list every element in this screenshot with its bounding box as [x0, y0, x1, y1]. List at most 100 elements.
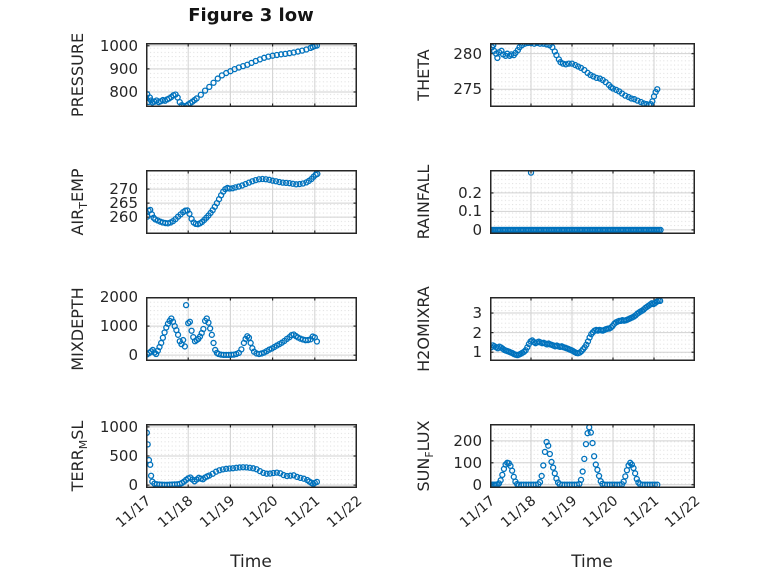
y-tick-label: 2 [472, 323, 482, 342]
data-marker [508, 467, 516, 474]
data-marker [628, 95, 635, 102]
y-tick-label: 200 [453, 431, 482, 450]
x-axis-label-right: Time [571, 552, 613, 572]
x-axis-label-left: Time [230, 552, 272, 572]
data-marker [146, 441, 151, 448]
data-marker [590, 453, 598, 460]
data-marker [239, 182, 246, 189]
data-marker [289, 180, 297, 187]
data-marker [279, 179, 286, 186]
data-marker [182, 301, 190, 309]
y-tick-label: 0 [128, 476, 138, 495]
data-marker [546, 450, 554, 458]
data-marker [577, 476, 585, 484]
data-marker [581, 455, 588, 462]
data-marker [147, 472, 155, 479]
data-marker [252, 176, 259, 184]
data-marker [286, 50, 293, 57]
data-marker [242, 180, 249, 188]
data-marker [297, 474, 304, 482]
data-marker [538, 472, 545, 480]
subplot-terr_msl-plot-area [146, 424, 357, 488]
data-marker [239, 464, 247, 471]
data-marker [594, 466, 601, 473]
data-marker [280, 471, 287, 479]
data-marker [536, 478, 544, 486]
data-marker [152, 350, 160, 358]
data-marker [541, 448, 549, 455]
data-marker [186, 318, 194, 325]
y-tick-label: 0 [472, 220, 482, 239]
data-marker [622, 473, 629, 480]
data-marker [590, 73, 597, 80]
y-tick-label: 2000 [99, 288, 138, 306]
data-marker [179, 336, 187, 344]
data-marker [236, 464, 243, 471]
data-marker [197, 91, 205, 98]
y-tick-label: 500 [109, 447, 138, 465]
data-marker [589, 439, 596, 447]
data-marker [193, 95, 200, 102]
data-marker [654, 86, 661, 93]
data-marker [568, 60, 576, 67]
y-tick-label: 275 [453, 80, 482, 99]
data-marker [168, 315, 175, 322]
data-marker [548, 458, 555, 466]
data-marker [586, 334, 593, 341]
data-marker [146, 95, 150, 102]
data-marker [593, 74, 600, 81]
data-marker [499, 471, 506, 478]
data-marker [282, 179, 290, 187]
data-marker [238, 346, 245, 353]
data-marker [587, 429, 595, 436]
data-marker [545, 442, 552, 449]
data-marker [181, 343, 188, 350]
data-marker [495, 480, 503, 487]
data-marker [282, 50, 289, 58]
data-marker [270, 469, 277, 477]
data-marker [276, 178, 283, 186]
y-tick-label: 1000 [99, 36, 138, 55]
data-marker [497, 477, 504, 484]
y-tick-label: 0 [128, 346, 138, 365]
data-marker [259, 175, 266, 183]
data-marker [290, 472, 297, 479]
data-marker [549, 464, 557, 471]
data-marker [540, 462, 547, 469]
data-marker [518, 43, 526, 49]
data-marker [296, 180, 303, 188]
data-marker [607, 324, 615, 331]
data-marker [249, 178, 256, 185]
y-tick-label: 3 [472, 304, 482, 323]
data-marker [245, 334, 253, 341]
data-marker [269, 177, 276, 184]
data-marker [216, 467, 223, 474]
subplot-rainfall-plot-area [490, 170, 695, 234]
data-marker [229, 185, 236, 192]
data-marker [212, 468, 220, 475]
data-marker [287, 472, 294, 479]
data-marker [255, 176, 263, 183]
data-marker [159, 334, 167, 341]
data-marker [272, 178, 280, 185]
data-marker [300, 475, 307, 482]
data-marker [609, 85, 617, 92]
data-marker [178, 102, 186, 107]
y-tick-label: 800 [109, 82, 138, 101]
data-marker [247, 339, 254, 347]
y-tick-label: 270 [109, 180, 138, 199]
data-marker [293, 181, 300, 188]
data-marker [150, 214, 157, 221]
data-marker [299, 180, 307, 187]
data-marker [273, 51, 280, 59]
subplot-pressure-plot-area [146, 43, 357, 107]
data-marker [262, 176, 269, 183]
y-tick-label: 0 [472, 475, 482, 494]
data-marker [269, 52, 276, 59]
data-marker [583, 341, 590, 348]
y-tick-label: 1 [472, 343, 482, 362]
data-marker [313, 338, 321, 345]
data-marker [158, 339, 165, 347]
data-marker [273, 469, 280, 476]
